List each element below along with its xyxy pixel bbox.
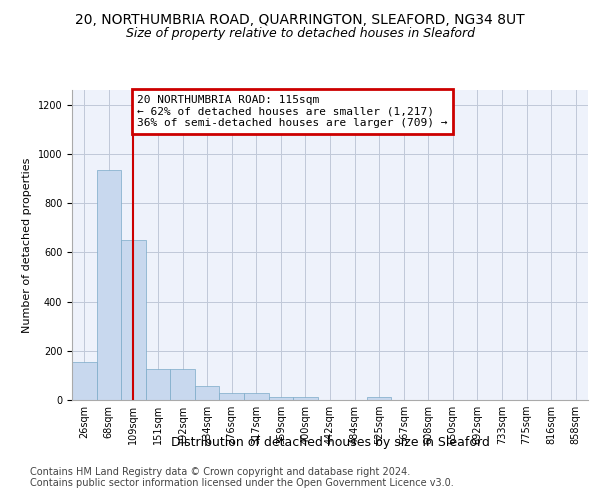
- Bar: [195, 386, 220, 400]
- Bar: [269, 397, 293, 400]
- Bar: [170, 368, 195, 400]
- Text: Distribution of detached houses by size in Sleaford: Distribution of detached houses by size …: [170, 436, 490, 449]
- Bar: [367, 397, 391, 400]
- Bar: [121, 240, 146, 400]
- Bar: [72, 362, 97, 400]
- Text: Contains HM Land Registry data © Crown copyright and database right 2024.
Contai: Contains HM Land Registry data © Crown c…: [30, 466, 454, 488]
- Bar: [220, 392, 244, 400]
- Bar: [293, 397, 318, 400]
- Text: 20 NORTHUMBRIA ROAD: 115sqm
← 62% of detached houses are smaller (1,217)
36% of : 20 NORTHUMBRIA ROAD: 115sqm ← 62% of det…: [137, 95, 448, 128]
- Bar: [244, 392, 269, 400]
- Text: 20, NORTHUMBRIA ROAD, QUARRINGTON, SLEAFORD, NG34 8UT: 20, NORTHUMBRIA ROAD, QUARRINGTON, SLEAF…: [75, 12, 525, 26]
- Bar: [146, 368, 170, 400]
- Text: Size of property relative to detached houses in Sleaford: Size of property relative to detached ho…: [125, 28, 475, 40]
- Bar: [97, 170, 121, 400]
- Y-axis label: Number of detached properties: Number of detached properties: [22, 158, 32, 332]
